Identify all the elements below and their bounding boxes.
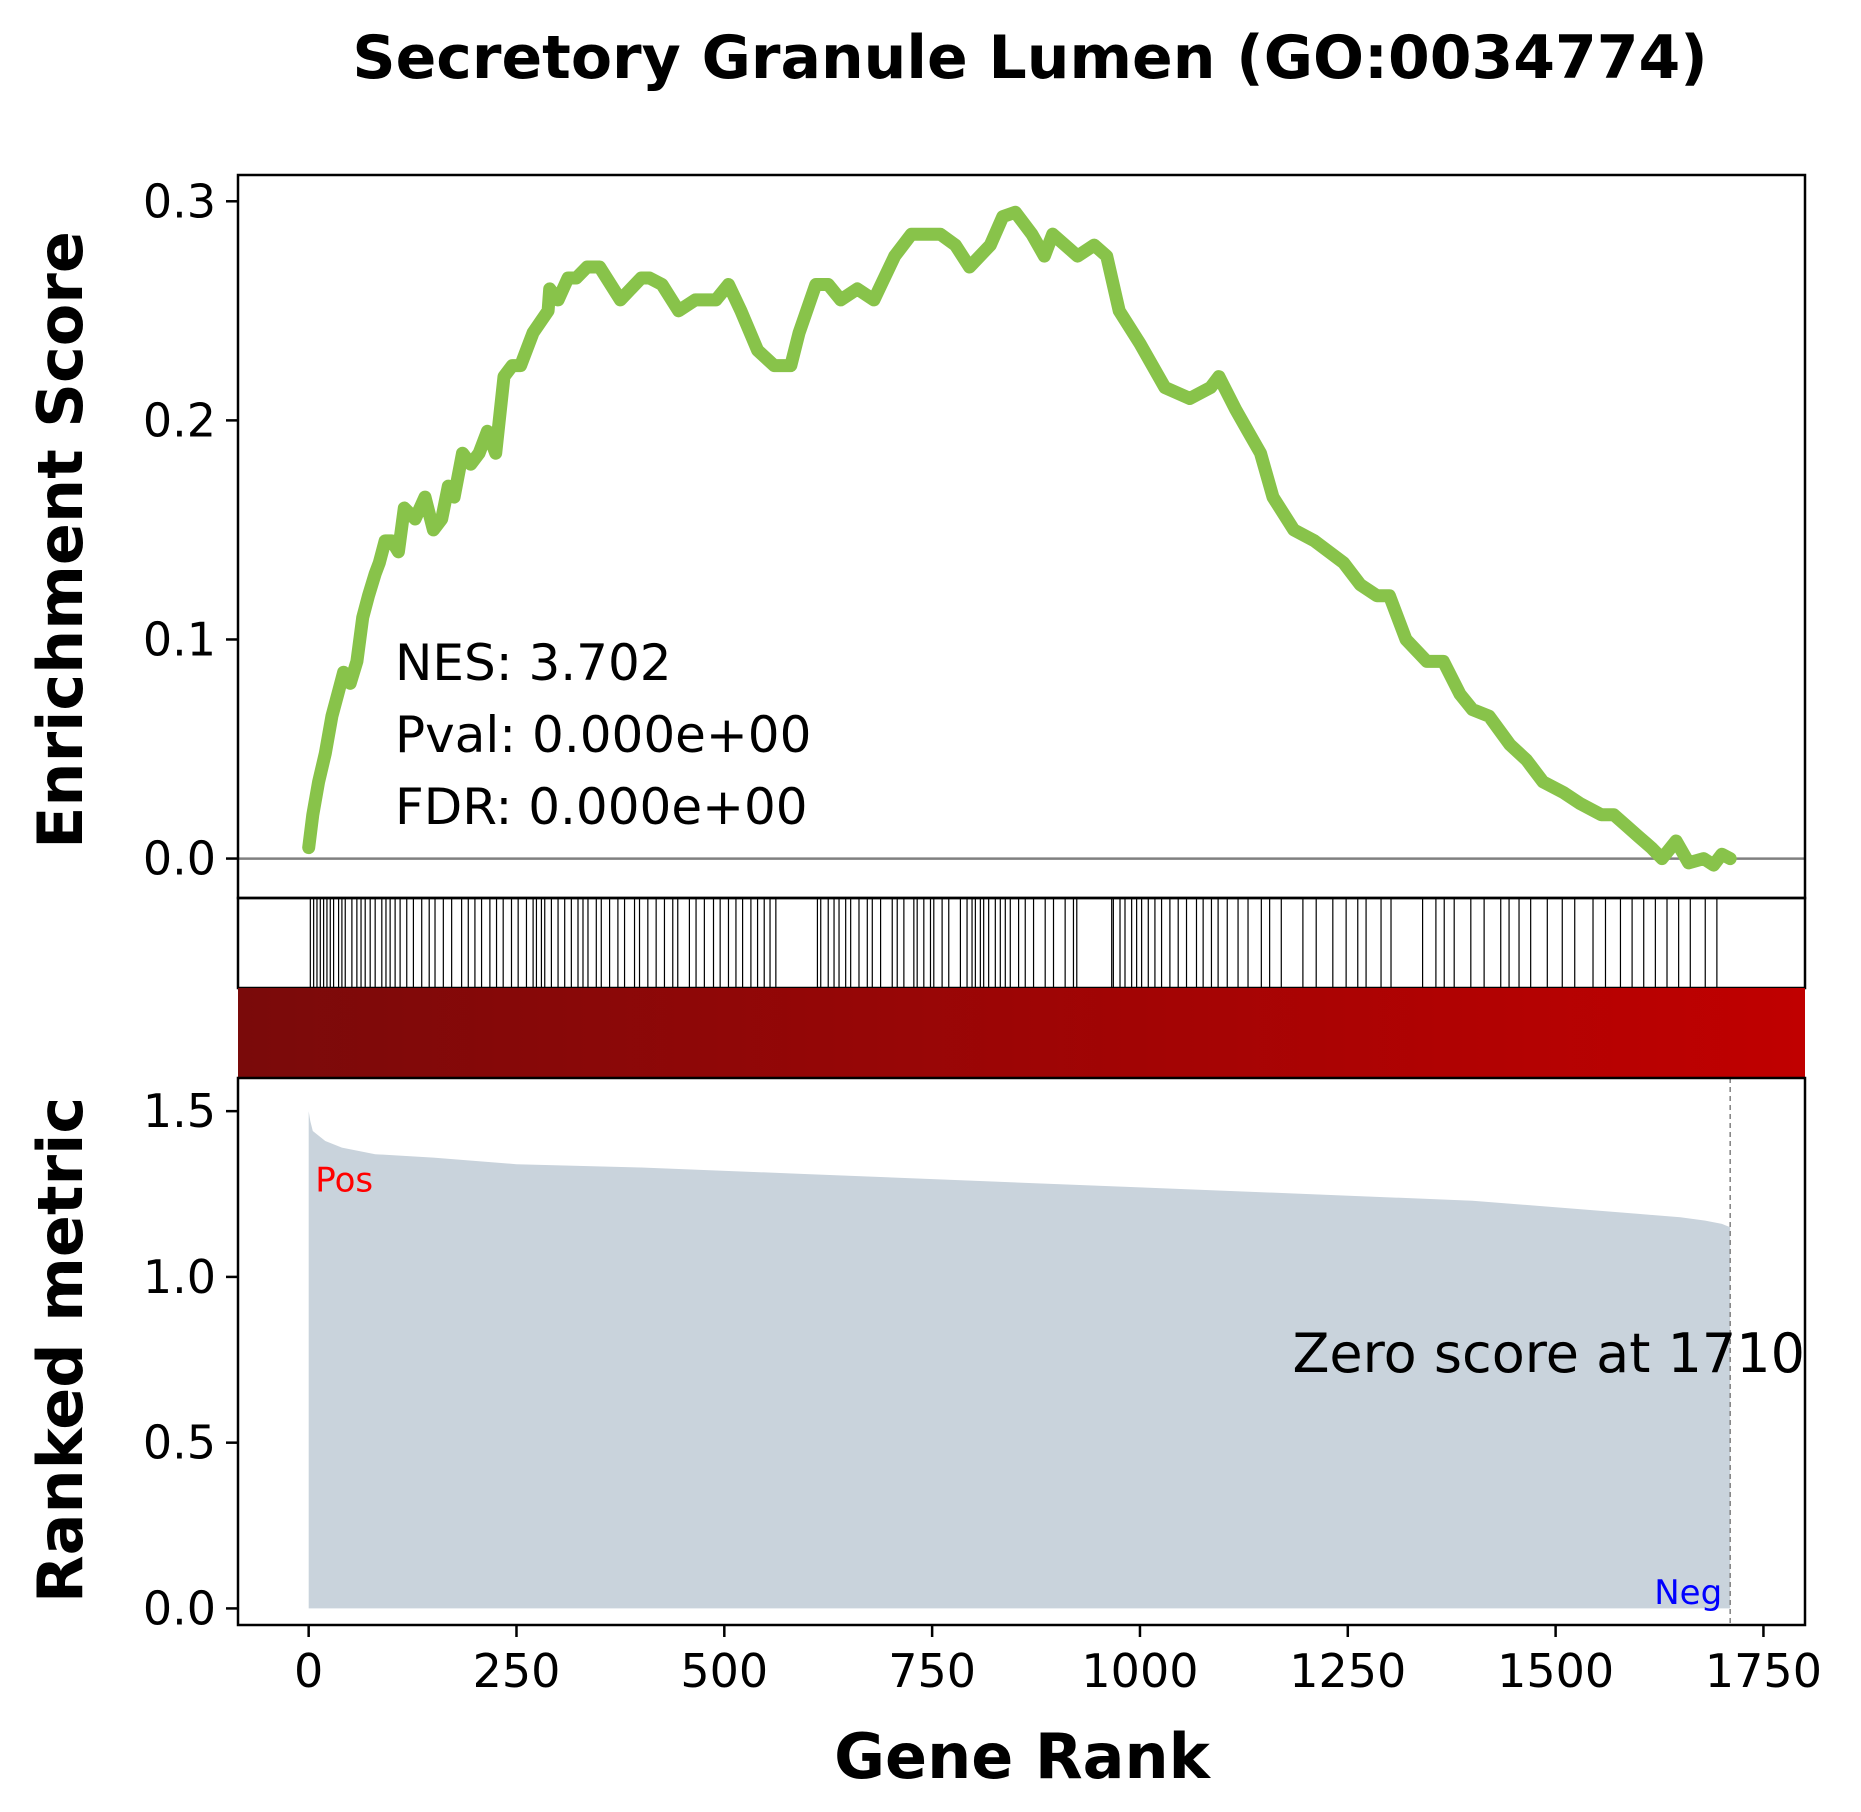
x-tick-label: 0 xyxy=(294,1644,323,1698)
nes-label: NES: 3.702 xyxy=(395,634,672,692)
rm-y-tick-label: 0.5 xyxy=(143,1416,216,1470)
x-axis-ticks: 0 250 500 750 1000 1250 1500 1750 xyxy=(294,1625,1822,1698)
rank-color-bar xyxy=(238,988,1805,1078)
x-tick-label: 1750 xyxy=(1705,1644,1822,1698)
hits-panel-frame xyxy=(236,896,1807,990)
enrichment-panel: 0.00.10.20.3 NES: 3.702 Pval: 0.000e+00 … xyxy=(24,173,1807,900)
pos-label: Pos xyxy=(315,1160,373,1200)
es-y-tick-label: 0.0 xyxy=(143,832,216,886)
es-y-tick-label: 0.1 xyxy=(143,612,216,666)
rm-y-tick-label: 0.0 xyxy=(143,1581,216,1635)
ranked-metric-area xyxy=(308,1111,1731,1609)
x-tick-label: 1000 xyxy=(1081,1644,1198,1698)
es-y-tick-label: 0.2 xyxy=(143,393,216,447)
zero-score-label: Zero score at 1710 xyxy=(1292,1322,1805,1385)
chart-title: Secretory Granule Lumen (GO:0034774) xyxy=(352,23,1707,93)
rm-y-ticks: 0.0 0.5 1.0 1.5 xyxy=(143,1084,238,1635)
fdr-label: FDR: 0.000e+00 xyxy=(395,778,808,836)
ranked-metric-y-axis-title: Ranked metric xyxy=(24,1097,97,1603)
enrichment-score-line xyxy=(302,205,1737,872)
pval-label: Pval: 0.000e+00 xyxy=(395,706,811,764)
rm-y-tick-label: 1.0 xyxy=(143,1250,216,1304)
rm-y-tick-label: 1.5 xyxy=(143,1084,216,1138)
x-tick-label: 500 xyxy=(680,1644,768,1698)
x-tick-label: 750 xyxy=(888,1644,976,1698)
x-tick-label: 1500 xyxy=(1497,1644,1614,1698)
ranked-metric-panel: 0.00.51.01.5 Pos Neg Zero score at 1710 … xyxy=(24,1076,1807,1635)
x-axis-title: Gene Rank xyxy=(834,1720,1211,1793)
neg-label: Neg xyxy=(1654,1573,1722,1613)
x-tick-label: 250 xyxy=(473,1644,561,1698)
es-y-tick-label: 0.3 xyxy=(143,174,216,228)
enrichment-y-axis-title: Enrichment Score xyxy=(24,231,97,849)
x-tick-label: 1250 xyxy=(1289,1644,1406,1698)
hits-panel xyxy=(236,896,1807,990)
es-y-ticks: 0.0 0.1 0.2 0.3 xyxy=(143,174,238,886)
gene-hit-lines xyxy=(309,898,1718,988)
ranked-metric-panel-frame xyxy=(236,1076,1807,1627)
